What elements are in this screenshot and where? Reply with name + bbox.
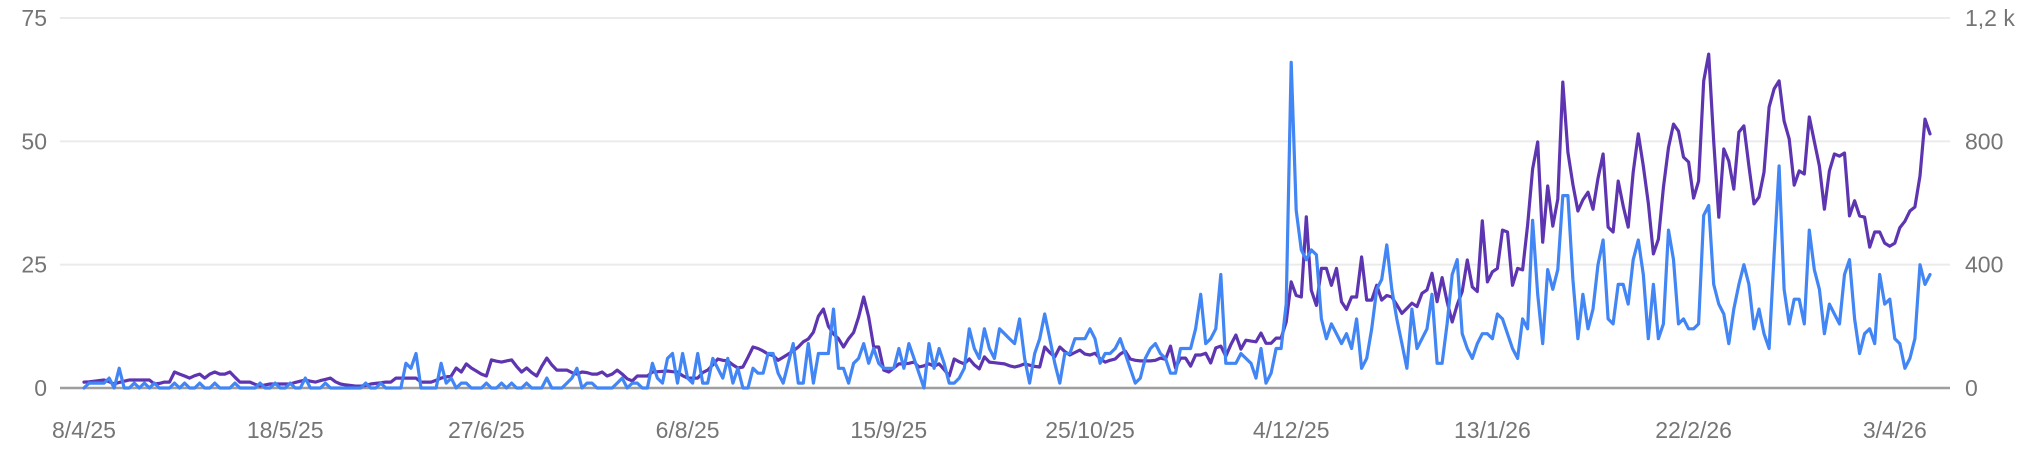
right-y-axis: 0 400 800 1,2 k xyxy=(1965,5,2015,401)
left-axis-series-line xyxy=(82,60,1932,390)
x-tick-label: 22/2/26 xyxy=(1655,417,1732,443)
x-tick-label: 15/9/25 xyxy=(850,417,927,443)
x-tick-label: 13/1/26 xyxy=(1454,417,1531,443)
left-y-tick-label: 0 xyxy=(34,375,47,401)
x-axis: 8/4/25 18/5/25 27/6/25 6/8/25 15/9/25 25/10/2… xyxy=(52,417,1927,443)
right-y-tick-label: 0 xyxy=(1965,375,1978,401)
left-y-axis: 0 25 50 75 xyxy=(21,5,47,401)
right-axis-series-line xyxy=(82,52,1932,388)
left-y-tick-label: 75 xyxy=(21,5,47,31)
x-tick-label: 4/12/25 xyxy=(1253,417,1330,443)
x-tick-label: 27/6/25 xyxy=(448,417,525,443)
x-tick-label: 8/4/25 xyxy=(52,417,116,443)
x-tick-label: 6/8/25 xyxy=(656,417,720,443)
right-y-tick-label: 1,2 k xyxy=(1965,5,2015,31)
left-y-tick-label: 25 xyxy=(21,252,47,278)
left-y-tick-label: 50 xyxy=(21,128,47,154)
right-y-tick-label: 800 xyxy=(1965,128,2003,154)
x-tick-label: 18/5/25 xyxy=(247,417,324,443)
x-tick-label: 25/10/25 xyxy=(1045,417,1135,443)
x-tick-label: 3/4/26 xyxy=(1863,417,1927,443)
right-y-tick-label: 400 xyxy=(1965,252,2003,278)
series-lines xyxy=(82,52,1932,390)
